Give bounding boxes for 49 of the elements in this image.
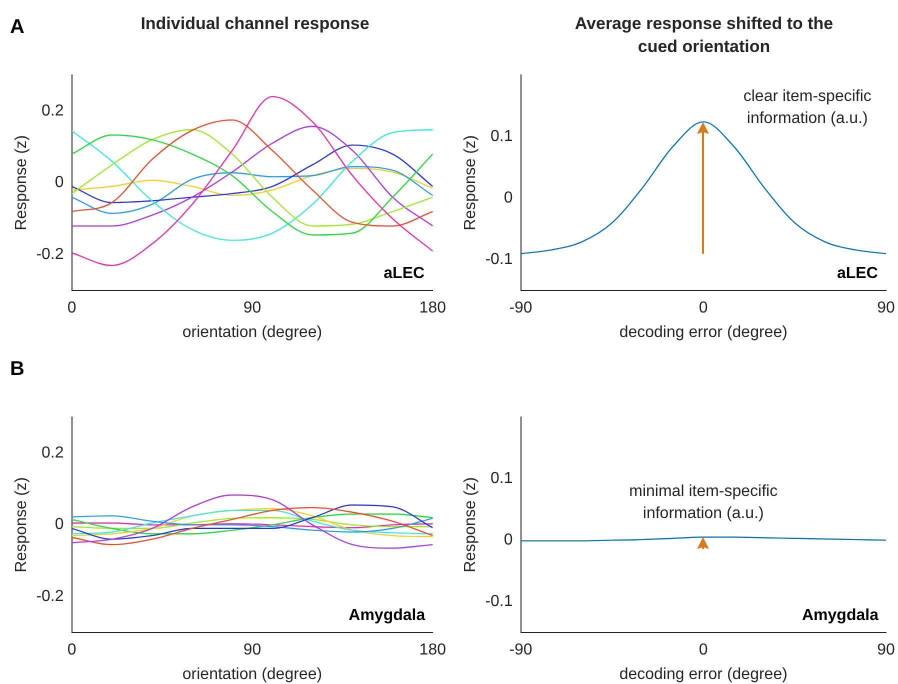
line-series xyxy=(72,506,433,546)
y-tick-label: 0.2 xyxy=(42,444,64,462)
annotation: Amygdala xyxy=(348,606,426,625)
line-series xyxy=(72,168,433,196)
x-axis-title: decoding error (degree) xyxy=(619,666,788,683)
x-axis-title: decoding error (degree) xyxy=(619,324,788,341)
y-tick-label: -0.1 xyxy=(485,251,513,268)
y-tick-label: -0.2 xyxy=(36,246,64,264)
y-tick-label: 0.2 xyxy=(42,102,64,120)
x-tick-label: 180 xyxy=(419,300,446,317)
line-series xyxy=(72,166,433,214)
x-tick-label: 90 xyxy=(877,642,895,659)
x-tick-label: -90 xyxy=(509,642,532,659)
x-tick-label: 0 xyxy=(67,300,76,317)
x-tick-label: 0 xyxy=(67,642,76,659)
y-tick-label: 0 xyxy=(504,532,513,549)
y-axis-title: Response (z) xyxy=(462,477,480,572)
y-tick-label: 0.1 xyxy=(490,128,513,146)
x-tick-label: 90 xyxy=(243,300,262,317)
annotation: aLEC xyxy=(384,264,425,283)
text: B xyxy=(10,358,24,381)
x-tick-label: 0 xyxy=(698,300,708,317)
x-tick-label: 90 xyxy=(243,642,262,659)
x-tick-label: -90 xyxy=(509,300,532,317)
x-tick-label: 0 xyxy=(698,642,708,659)
annotation: clear item-specific information (a.u.) xyxy=(742,86,872,129)
y-tick-label: 0.1 xyxy=(490,470,513,488)
y-axis-title: Response (z) xyxy=(13,135,30,230)
y-axis-title: Response (z) xyxy=(13,477,30,572)
x-axis-title: orientation (degree) xyxy=(182,666,322,683)
line-series xyxy=(72,517,433,529)
chart-title: Average response shifted to the cued orientation xyxy=(574,13,834,58)
y-tick-label: -0.1 xyxy=(485,593,513,610)
y-axis-title: Response (z) xyxy=(462,135,480,230)
line-series xyxy=(72,144,433,204)
y-tick-label: 0 xyxy=(54,174,64,192)
x-tick-label: 180 xyxy=(419,642,446,659)
line-series xyxy=(72,494,433,549)
x-axis-title: orientation (degree) xyxy=(182,324,322,341)
y-tick-label: -0.2 xyxy=(36,588,64,606)
line-series xyxy=(72,96,433,266)
annotation: Amygdala xyxy=(802,606,878,625)
annotation: aLEC xyxy=(837,264,878,283)
y-tick-label: 0 xyxy=(54,516,64,534)
x-tick-label: 90 xyxy=(877,300,895,317)
annotation: minimal item-specific information (a.u.) xyxy=(628,482,779,524)
y-tick-label: 0 xyxy=(504,190,513,207)
text: A xyxy=(10,16,24,39)
chart-title: Individual channel response xyxy=(140,13,370,35)
